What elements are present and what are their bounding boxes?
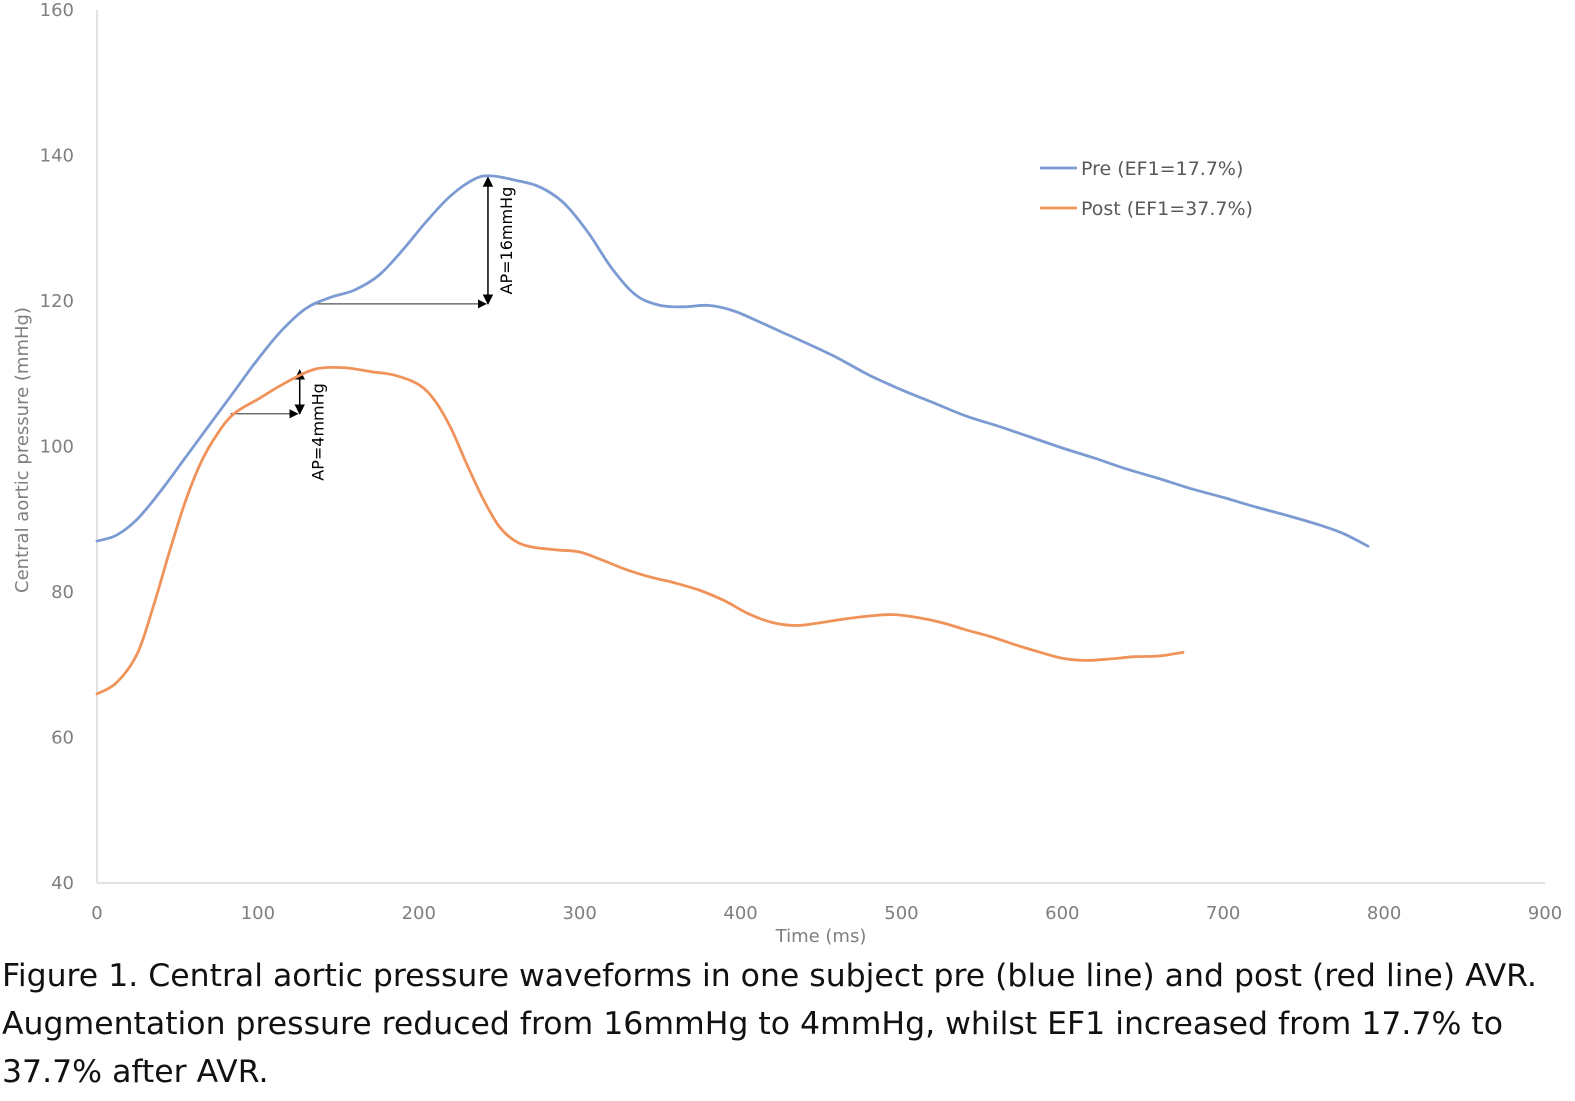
x-tick-label: 200 bbox=[402, 903, 436, 924]
y-tick-label: 80 bbox=[51, 582, 74, 603]
x-tick-label: 300 bbox=[562, 903, 596, 924]
x-tick-label: 100 bbox=[241, 903, 275, 924]
y-tick-label: 160 bbox=[40, 0, 74, 21]
y-tick-label: 100 bbox=[40, 437, 74, 458]
y-axis-title: Central aortic pressure (mmHg) bbox=[12, 307, 33, 593]
y-tick-label: 140 bbox=[40, 146, 74, 167]
series-line-post bbox=[95, 366, 1185, 696]
x-tick-label: 400 bbox=[723, 903, 757, 924]
x-tick-label: 700 bbox=[1206, 903, 1240, 924]
annotation-ap-4-label: AP=4mmHg bbox=[309, 383, 328, 481]
y-tick-label: 120 bbox=[40, 291, 74, 312]
x-tick-label: 0 bbox=[91, 903, 102, 924]
y-tick-label: 60 bbox=[51, 728, 74, 749]
x-tick-label: 600 bbox=[1045, 903, 1079, 924]
x-tick-label: 500 bbox=[884, 903, 918, 924]
x-tick-label: 800 bbox=[1367, 903, 1401, 924]
legend-label-post: Post (EF1=37.7%) bbox=[1081, 198, 1253, 220]
legend: Pre (EF1=17.7%) Post (EF1=37.7%) bbox=[1040, 158, 1253, 220]
x-axis-title: Time (ms) bbox=[775, 926, 867, 945]
annotation-ap-16-label: AP=16mmHg bbox=[497, 187, 516, 295]
figure-caption: Figure 1. Central aortic pressure wavefo… bbox=[2, 958, 1537, 1090]
annotations: AP=16mmHg AP=4mmHg bbox=[230, 176, 516, 481]
y-tick-label: 40 bbox=[51, 873, 74, 894]
series-lines bbox=[95, 174, 1370, 696]
x-tick-label: 900 bbox=[1528, 903, 1562, 924]
legend-label-pre: Pre (EF1=17.7%) bbox=[1081, 158, 1243, 180]
series-line-pre bbox=[95, 174, 1370, 548]
axes: 40 60 80 100 120 140 160 0 100 200 300 400 500 600 700… bbox=[40, 0, 1563, 924]
chart: 40 60 80 100 120 140 160 0 100 200 300 400 500 600 700… bbox=[12, 0, 1563, 945]
